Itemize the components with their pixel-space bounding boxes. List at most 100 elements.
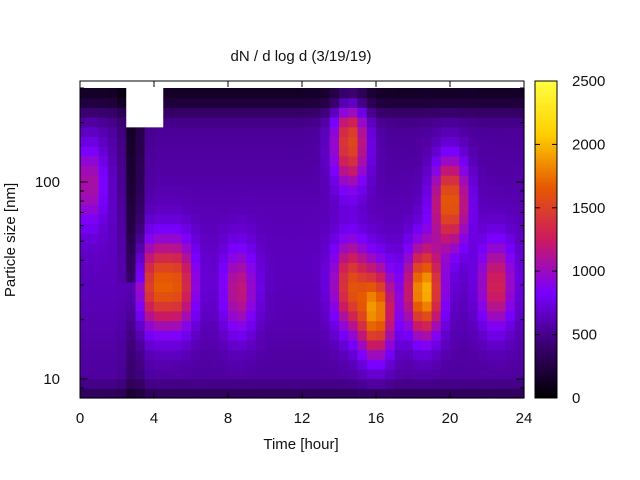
heatmap-cell: [431, 252, 442, 263]
heatmap-cell: [440, 301, 451, 312]
heatmap-cell: [292, 184, 303, 196]
heatmap-cell: [339, 310, 349, 322]
heatmap-cell: [209, 194, 220, 205]
heatmap-cell: [468, 88, 479, 99]
heatmap-cell: [80, 310, 90, 322]
heatmap-cell: [514, 155, 525, 167]
heatmap-cell: [117, 359, 127, 370]
heatmap-cell: [274, 339, 285, 351]
heatmap-cell: [320, 204, 331, 215]
heatmap-cell: [163, 281, 174, 293]
heatmap-cell: [135, 88, 146, 99]
heatmap-cell: [163, 194, 174, 205]
heatmap-cell: [283, 233, 294, 244]
heatmap-cell: [292, 252, 303, 263]
heatmap-cell: [440, 175, 451, 186]
heatmap-cell: [431, 378, 442, 389]
heatmap-cell: [163, 175, 174, 186]
heatmap-cell: [320, 320, 331, 331]
heatmap-cell: [255, 136, 266, 147]
heatmap-cell: [394, 155, 405, 167]
heatmap-cell: [135, 117, 146, 128]
heatmap-cell: [320, 223, 331, 234]
heatmap-cell: [209, 175, 220, 186]
heatmap-cell: [339, 213, 349, 225]
heatmap-cell: [413, 97, 423, 108]
heatmap-cell: [366, 378, 377, 389]
heatmap-cell: [80, 97, 90, 108]
heatmap-cell: [246, 155, 257, 167]
heatmap-cell: [348, 359, 359, 370]
heatmap-cell: [191, 272, 201, 283]
heatmap-cell: [218, 175, 229, 186]
heatmap-cell: [135, 349, 146, 360]
heatmap-cell: [209, 155, 220, 167]
heatmap-cell: [422, 320, 433, 331]
heatmap-cell: [237, 291, 248, 302]
heatmap-cell: [413, 155, 423, 167]
heatmap-cell: [505, 194, 516, 205]
heatmap-cell: [487, 107, 497, 118]
heatmap-cell: [311, 252, 322, 263]
heatmap-cell: [163, 368, 174, 380]
heatmap-cell: [89, 204, 100, 215]
heatmap-cell: [292, 175, 303, 186]
heatmap-cell: [292, 330, 303, 341]
heatmap-cell: [237, 155, 248, 167]
heatmap-cell: [339, 339, 349, 351]
heatmap-cell: [135, 310, 146, 322]
heatmap-cell: [422, 368, 433, 380]
heatmap-cell: [477, 136, 488, 147]
heatmap-cell: [181, 107, 192, 118]
heatmap-cell: [126, 146, 137, 157]
heatmap-cell: [440, 117, 451, 128]
heatmap-cell: [237, 272, 248, 283]
heatmap-cell: [144, 339, 155, 351]
heatmap-cell: [357, 281, 368, 293]
heatmap-cell: [339, 126, 349, 138]
heatmap-cell: [329, 194, 340, 205]
heatmap-cell: [163, 320, 174, 331]
heatmap-cell: [487, 320, 497, 331]
heatmap-cell: [154, 136, 164, 147]
heatmap-cell: [477, 320, 488, 331]
heatmap-cell: [440, 330, 451, 341]
heatmap-cell: [459, 368, 470, 380]
heatmap-cell: [302, 175, 312, 186]
heatmap-cell: [514, 204, 525, 215]
heatmap-cell: [514, 388, 525, 399]
heatmap-cell: [477, 310, 488, 322]
heatmap-cell: [366, 262, 377, 273]
heatmap-cell: [181, 194, 192, 205]
heatmap-cell: [440, 243, 451, 254]
heatmap-cell: [348, 301, 359, 312]
heatmap-cell: [181, 213, 192, 225]
heatmap-cell: [126, 310, 137, 322]
heatmap-cell: [450, 378, 460, 389]
heatmap-cell: [329, 213, 340, 225]
heatmap-cell: [154, 107, 164, 118]
heatmap-cell: [403, 368, 414, 380]
heatmap-cell: [311, 368, 322, 380]
heatmap-cell: [126, 388, 137, 399]
heatmap-cell: [376, 184, 386, 196]
heatmap-cell: [126, 368, 137, 380]
heatmap-cell: [339, 155, 349, 167]
heatmap-cell: [200, 194, 211, 205]
heatmap-cell: [117, 146, 127, 157]
heatmap-cell: [514, 165, 525, 176]
heatmap-cell: [311, 388, 322, 399]
heatmap-cell: [172, 359, 183, 370]
heatmap-cell: [283, 368, 294, 380]
heatmap-cell: [311, 88, 322, 99]
heatmap-cell: [514, 126, 525, 138]
heatmap-cell: [505, 320, 516, 331]
heatmap-cell: [376, 126, 386, 138]
heatmap-cell: [191, 136, 201, 147]
heatmap-cell: [348, 291, 359, 302]
heatmap-cell: [477, 359, 488, 370]
heatmap-cell: [468, 262, 479, 273]
heatmap-cell: [255, 165, 266, 176]
heatmap-cell: [126, 320, 137, 331]
heatmap-cell: [496, 301, 507, 312]
